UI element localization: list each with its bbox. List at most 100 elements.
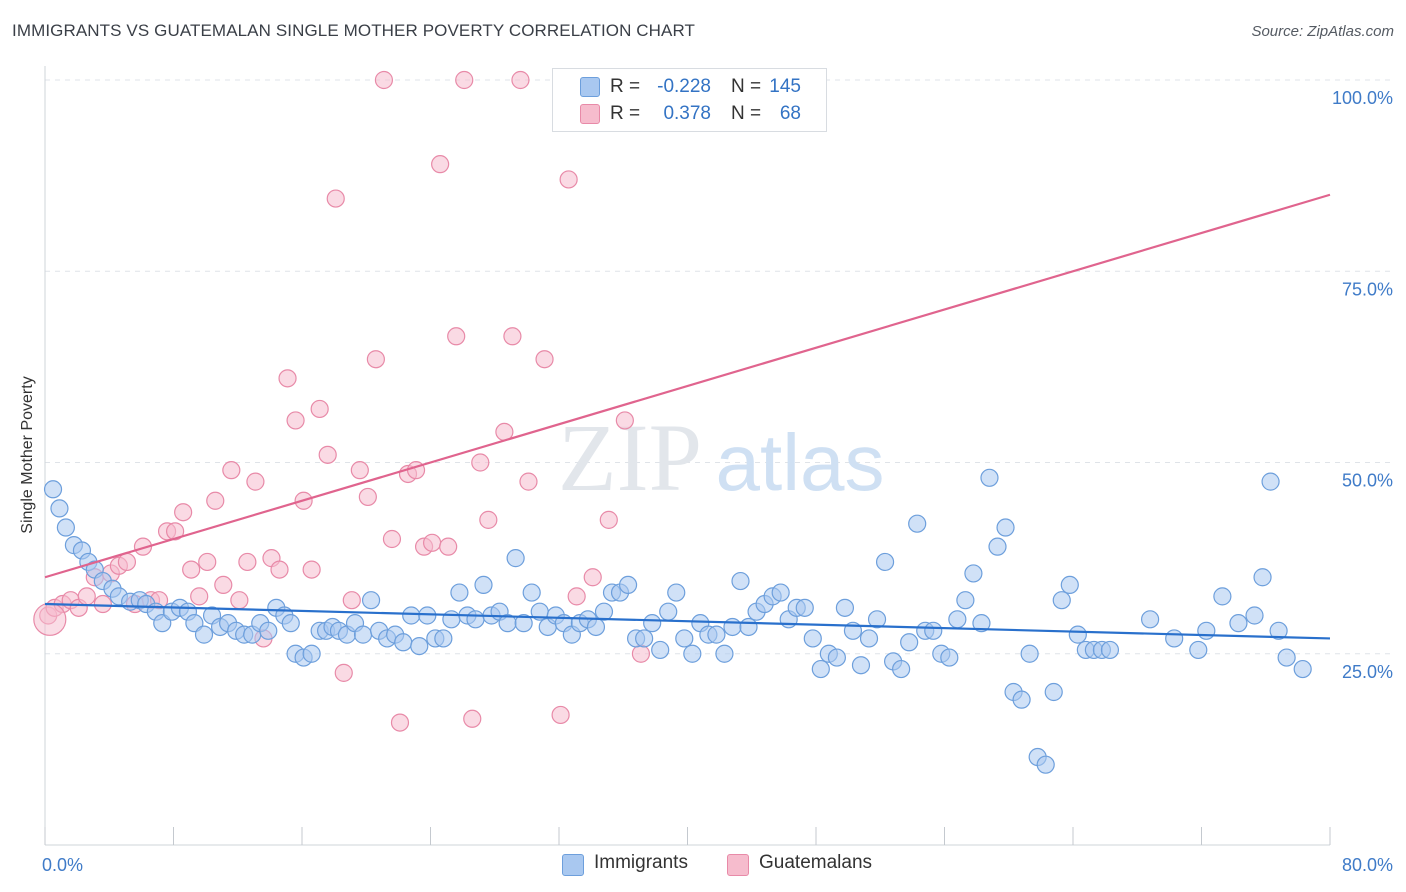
immigrants-points xyxy=(43,468,1312,774)
legend-n-label: N = xyxy=(731,76,762,97)
immigrants-point xyxy=(1277,648,1296,667)
immigrants-point xyxy=(715,644,734,663)
legend-r-label: R = xyxy=(610,103,641,124)
immigrants-point xyxy=(948,610,967,629)
immigrants-point xyxy=(827,648,846,667)
guatemalans-point xyxy=(278,369,297,388)
guatemalans-swatch xyxy=(580,104,600,124)
immigrants-point xyxy=(56,518,75,537)
watermark-atlas: atlas xyxy=(716,418,885,507)
immigrants-point xyxy=(302,644,321,663)
guatemalans-point xyxy=(342,591,361,610)
guatemalans-point xyxy=(302,560,321,579)
immigrants-legend-swatch xyxy=(562,854,584,876)
guatemalans-point xyxy=(77,587,96,606)
axes xyxy=(44,66,1331,846)
guatemalans-point xyxy=(390,713,410,732)
immigrants-point xyxy=(353,625,373,644)
immigrants-point xyxy=(731,571,750,591)
guatemalans-point xyxy=(117,552,137,572)
correlation-legend: R = -0.228 N = 145 R = 0.378 N = 68 xyxy=(552,68,827,132)
legend-r-label: R = xyxy=(610,76,641,97)
legend-r-value: 0.378 xyxy=(663,103,711,124)
immigrants-point xyxy=(474,575,493,595)
guatemalans-point xyxy=(334,663,353,682)
immigrants-point xyxy=(771,583,790,602)
immigrants-point xyxy=(586,617,606,637)
guatemalans-point xyxy=(206,491,225,510)
immigrants-point xyxy=(594,602,614,621)
immigrants-point xyxy=(402,606,421,625)
immigrants-point xyxy=(466,610,485,629)
immigrants-point xyxy=(43,480,63,499)
immigrants-point xyxy=(972,614,991,633)
immigrants-point xyxy=(643,614,662,633)
immigrants-point xyxy=(281,614,300,633)
guatemalans-point xyxy=(286,411,305,430)
guatemalans-point xyxy=(270,560,289,579)
immigrants-point xyxy=(410,636,429,656)
immigrants-point xyxy=(739,617,758,637)
guatemalans-point xyxy=(93,594,112,614)
series-legend: Immigrants Guatemalans xyxy=(0,851,1406,877)
immigrants-point xyxy=(875,552,895,572)
immigrants-point xyxy=(924,621,943,640)
immigrants-point xyxy=(506,549,525,568)
immigrants-point xyxy=(1068,625,1087,644)
immigrants-point xyxy=(659,602,678,621)
guatemalans-point xyxy=(439,537,458,556)
legend-n-label: N = xyxy=(731,103,762,124)
guatemalans-point xyxy=(246,472,265,491)
immigrants-point xyxy=(1052,591,1071,610)
guatemalans-point xyxy=(358,487,377,507)
immigrants-point xyxy=(1140,610,1160,629)
guatemalans-point xyxy=(190,587,209,606)
chart-title: IMMIGRANTS VS GUATEMALAN SINGLE MOTHER P… xyxy=(12,21,696,40)
immigrants-point xyxy=(1293,659,1312,679)
immigrants-point xyxy=(835,598,855,617)
immigrants-point xyxy=(892,659,911,679)
immigrants-point xyxy=(1197,621,1216,640)
immigrants-point xyxy=(394,633,413,652)
immigrants-point xyxy=(1245,606,1264,625)
immigrants-point xyxy=(1269,621,1288,640)
y-tick-label: 75.0% xyxy=(1342,279,1393,299)
tick-labels: 25.0% 50.0% 75.0% 100.0% 0.0% 80.0% xyxy=(42,88,1393,875)
legend-label-immigrants: Immigrants xyxy=(594,852,688,873)
immigrants-point xyxy=(259,621,278,640)
legend-label-guatemalans: Guatemalans xyxy=(759,852,873,873)
x-tick-label: 80.0% xyxy=(1342,855,1393,875)
guatemalans-point xyxy=(599,510,618,529)
y-tick-label: 50.0% xyxy=(1342,471,1393,491)
guatemalans-point xyxy=(230,591,249,610)
immigrants-point xyxy=(1189,640,1208,660)
immigrants-point xyxy=(980,468,999,487)
guatemalans-point xyxy=(166,522,185,541)
immigrants-point xyxy=(1060,575,1079,595)
immigrants-point xyxy=(956,591,975,610)
immigrants-point xyxy=(940,648,959,667)
y-tick-label: 100.0% xyxy=(1332,88,1393,108)
immigrants-point xyxy=(1044,682,1063,702)
guatemalans-point xyxy=(431,155,450,174)
x-tick-label: 0.0% xyxy=(42,855,83,875)
immigrants-point xyxy=(1253,568,1272,587)
legend-n-value: 145 xyxy=(769,76,801,97)
immigrants-point xyxy=(996,518,1015,537)
immigrants-point xyxy=(361,591,381,610)
immigrants-point xyxy=(442,610,461,629)
guatemalans-point xyxy=(511,70,530,90)
immigrants-point xyxy=(1213,587,1232,606)
immigrants-point xyxy=(859,629,879,648)
guatemalans-point xyxy=(318,445,337,464)
immigrants-point xyxy=(1229,614,1248,633)
immigrants-point xyxy=(795,598,814,617)
trend-lines xyxy=(44,193,1331,640)
immigrants-point xyxy=(194,625,214,644)
immigrants-point xyxy=(683,644,702,663)
legend-n-value: 68 xyxy=(779,103,801,124)
guatemalans-point xyxy=(567,587,586,606)
legend-r-value: -0.228 xyxy=(657,76,711,97)
immigrants-point xyxy=(900,633,919,652)
